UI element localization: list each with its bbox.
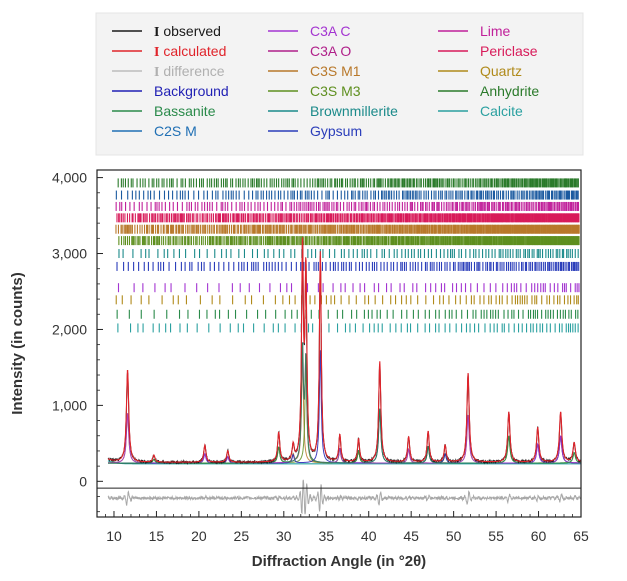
x-tick-label-30: 30 (276, 528, 292, 544)
tick-row-gypsum (116, 261, 580, 271)
x-axis-title: Diffraction Angle (in °2θ) (252, 553, 426, 570)
plot-area (107, 178, 582, 515)
y-tick-label-1000: 1,000 (52, 397, 87, 413)
legend-label-c3s-m1: C3S M1 (310, 63, 361, 79)
tick-row-c2s-m (117, 323, 579, 333)
x-tick-label-65: 65 (573, 528, 589, 544)
tick-row-periclase (116, 213, 580, 223)
legend-label-calcite: Calcite (480, 103, 523, 119)
x-tick-label-15: 15 (149, 528, 165, 544)
tick-row-anhydrite (117, 178, 579, 188)
y-tick-label-0: 0 (79, 473, 87, 489)
legend-label-calculated: I calculated (154, 43, 226, 60)
tick-row-c3s-m3 (118, 236, 580, 246)
x-tick-label-35: 35 (318, 528, 334, 544)
legend: I observed I calculated I difference Backgr… (95, 12, 584, 156)
legend-label-bassanite: Bassanite (154, 103, 216, 119)
y-tick-label-3000: 3,000 (52, 246, 87, 262)
x-tick-label-10: 10 (106, 528, 122, 544)
legend-label-anhydrite: Anhydrite (480, 83, 539, 99)
tick-row-quartz (115, 224, 580, 234)
x-tick-label-55: 55 (488, 528, 504, 544)
x-tick-label-45: 45 (403, 528, 419, 544)
y-tick-label-2000: 2,000 (52, 321, 87, 337)
tick-row-lime (115, 201, 580, 211)
tick-row-calcite (115, 190, 579, 200)
x-tick-label-50: 50 (446, 528, 462, 544)
x-tick-label-40: 40 (361, 528, 377, 544)
tick-row-c3a-c (117, 283, 580, 293)
tick-row-bassanite (116, 309, 579, 319)
legend-box (95, 12, 584, 156)
legend-label-c2s-m: C2S M (154, 123, 197, 139)
legend-label-lime: Lime (480, 23, 511, 39)
calculated-curve (107, 237, 581, 463)
tick-row-c3a-o (115, 295, 579, 305)
x-tick-label-60: 60 (531, 528, 547, 544)
plot-frame (96, 169, 582, 518)
legend-label-gypsum: Gypsum (310, 123, 362, 139)
legend-label-brownmillerite: Brownmillerite (310, 103, 398, 119)
legend-label-quartz: Quartz (480, 63, 522, 79)
difference-curve (107, 479, 582, 515)
legend-label-c3a-c: C3A C (310, 23, 350, 39)
y-tick-label-4000: 4,000 (52, 170, 87, 186)
phase-curve (108, 342, 581, 464)
x-tick-label-20: 20 (191, 528, 207, 544)
legend-label-difference: I difference (154, 63, 225, 80)
axes: 10 15 20 25 30 35 40 45 50 55 60 65 0 1,000 2,000 3,000… (9, 169, 589, 570)
legend-label-c3s-m3: C3S M3 (310, 83, 361, 99)
x-tick-label-25: 25 (234, 528, 250, 544)
legend-label-observed: I observed (154, 23, 221, 40)
tick-row-brownmillerite (118, 249, 579, 259)
legend-label-background: Background (154, 83, 229, 99)
legend-label-periclase: Periclase (480, 43, 538, 59)
background-curve (107, 460, 581, 465)
y-axis-title: Intensity (in counts) (9, 272, 26, 415)
legend-label-c3a-o: C3A O (310, 43, 351, 59)
